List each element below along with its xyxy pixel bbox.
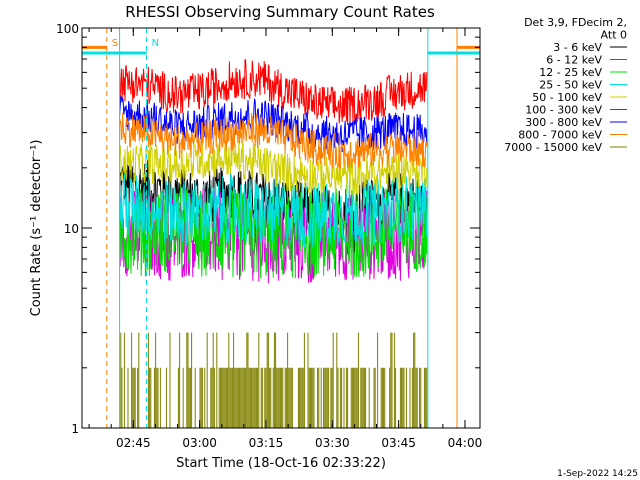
legend-label-1: 6 - 12 keV [546,54,602,67]
legend-label-6: 300 - 800 keV [525,116,602,129]
timestamp: 1-Sep-2022 14:25 [557,469,638,479]
legend-label-7: 800 - 7000 keV [518,129,602,142]
series-trace-3 [119,172,428,248]
annotation-N: N [152,38,159,49]
x-tick-label-4: 03:45 [381,436,416,450]
legend-label-4: 50 - 100 keV [532,91,602,104]
y-tick-label-0: 1 [71,422,79,436]
y-axis-label: Count Rate (s⁻¹ detector⁻¹) [29,140,44,317]
legend-label-5: 100 - 300 keV [525,104,602,117]
legend-label-8: 7000 - 15000 keV [504,141,602,154]
x-tick-label-3: 03:30 [315,436,350,450]
series-trace-5 [119,59,428,126]
x-tick-label-0: 02:45 [116,436,151,450]
legend-label-3: 25 - 50 keV [539,79,602,92]
series-trace-8 [120,332,428,428]
x-tick-label-1: 03:00 [182,436,217,450]
annotation-S: S [112,38,118,49]
y-tick-label-2: 100 [56,22,79,36]
legend-label-0: 3 - 6 keV [553,41,602,54]
chart-title: RHESSI Observing Summary Count Rates [125,3,435,21]
y-tick-label-1: 10 [64,222,79,236]
x-tick-label-2: 03:15 [249,436,284,450]
legend-label-2: 12 - 25 keV [539,66,602,79]
series-trace-6 [119,95,428,153]
x-axis-label: Start Time (18-Oct-16 02:33:22) [176,456,386,471]
series-trace-4 [119,139,428,196]
series-trace-7 [119,112,428,170]
info-line-1: Att 0 [601,29,627,42]
x-tick-label-5: 04:00 [448,436,483,450]
info-line-0: Det 3,9, FDecim 2, [524,16,627,29]
